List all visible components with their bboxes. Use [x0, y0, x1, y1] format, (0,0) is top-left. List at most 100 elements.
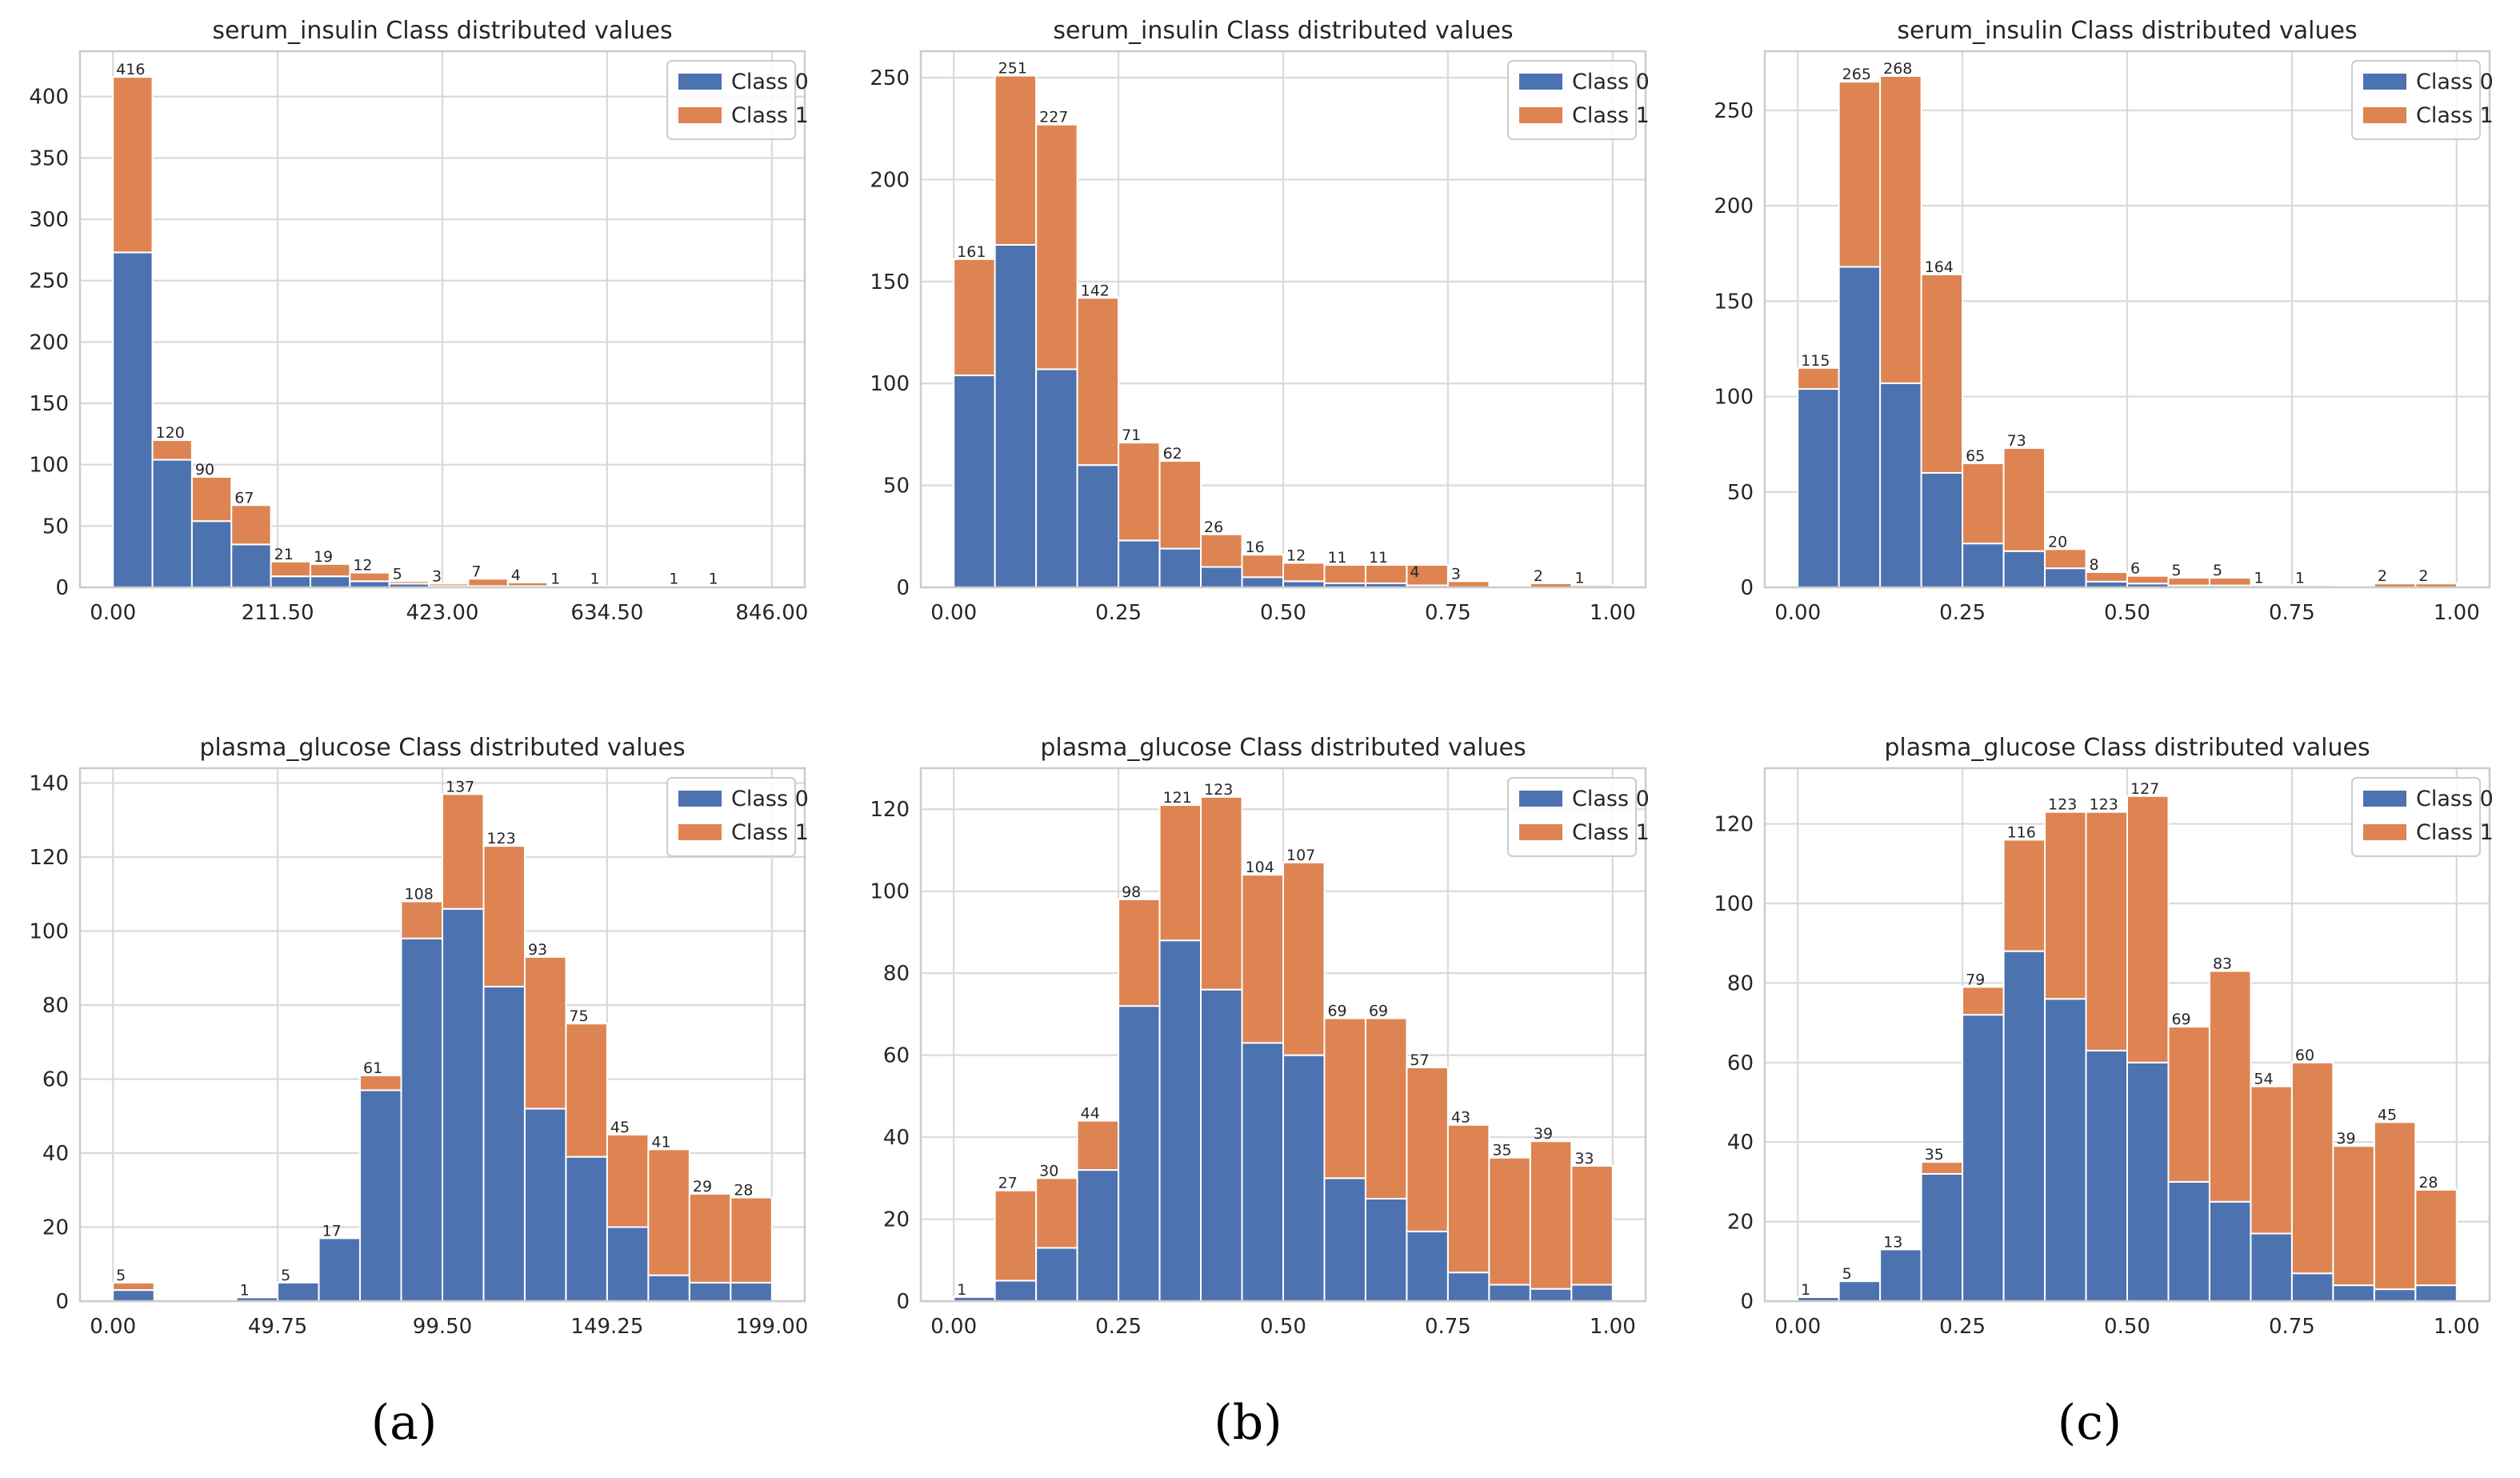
- y-tick-label: 20: [42, 1216, 69, 1240]
- bar-class0: [1241, 1042, 1284, 1302]
- bar-total-label: 1: [709, 570, 718, 587]
- bar-class0: [606, 1226, 650, 1302]
- chart-panel-1: 416 120 90 67 21 19 12 5 3 7 4 1 1 1 1 0.00 211.50 423.00…: [29, 17, 808, 625]
- y-tick-label: 350: [29, 146, 69, 170]
- bar-class1: [1529, 1140, 1573, 1290]
- bar-total-label: 11: [1327, 549, 1346, 567]
- y-tick-label: 150: [870, 270, 910, 294]
- x-tick-label: 0.25: [1095, 601, 1142, 625]
- bar-total-label: 28: [734, 1182, 753, 1200]
- bar-class1: [2332, 1145, 2375, 1287]
- bar-total-label: 123: [2048, 796, 2077, 814]
- bar-class0: [1323, 1177, 1366, 1303]
- bar-class0: [1241, 576, 1284, 588]
- bar-class1: [2085, 811, 2128, 1051]
- bar-class1: [1158, 804, 1202, 942]
- bar-total-label: 67: [234, 489, 254, 507]
- bar-class0: [2002, 950, 2046, 1302]
- legend-swatch: [2363, 791, 2406, 807]
- bar-total-label: 1: [1801, 1281, 1810, 1299]
- y-tick-label: 200: [1714, 194, 1754, 218]
- x-tick-label: 1.00: [2434, 1315, 2480, 1339]
- plot-frame: [78, 767, 806, 1303]
- bar-class1: [523, 955, 567, 1110]
- legend-swatch: [2363, 74, 2406, 90]
- bar-total-label: 115: [1801, 352, 1830, 370]
- legend-label: Class 0: [1572, 787, 1650, 811]
- y-tick-label: 20: [1727, 1211, 1754, 1235]
- legend-swatch: [2363, 824, 2406, 840]
- bar-total-label: 65: [1966, 447, 1985, 465]
- x-tick-label: 0.25: [1939, 601, 1986, 625]
- y-tick-label: 60: [42, 1068, 69, 1092]
- bar-total-label: 1: [957, 1281, 966, 1299]
- y-tick-label: 120: [29, 846, 69, 870]
- bar-class0: [359, 1089, 402, 1302]
- subfigure-label-a: (a): [371, 1395, 438, 1451]
- bar-total-label: 5: [116, 1267, 126, 1284]
- bar-total-label: 30: [1039, 1162, 1058, 1180]
- bar-class1: [730, 1196, 773, 1284]
- x-tick-label: 99.50: [413, 1315, 472, 1339]
- y-tick-label: 20: [883, 1208, 910, 1232]
- bar-total-label: 4: [1410, 563, 1419, 581]
- bar-total-label: 1: [2295, 570, 2305, 587]
- legend-swatch: [1519, 74, 1562, 90]
- y-tick-label: 250: [29, 270, 69, 294]
- subfigure-label-c: (c): [2058, 1395, 2122, 1451]
- bar-class1: [506, 581, 549, 587]
- y-tick-label: 40: [42, 1142, 69, 1166]
- bar-class1: [1076, 1120, 1120, 1172]
- bar-class1: [1920, 1161, 1964, 1175]
- chart-panel-6: 1 5 13 35 79 116 123 123 127 69 83 54 60 39 45 28 0.00 0.…: [1714, 734, 2493, 1339]
- y-tick-label: 100: [1714, 892, 1754, 916]
- legend-swatch: [678, 74, 722, 90]
- bar-class1: [112, 76, 154, 254]
- legend-label: Class 0: [1572, 70, 1650, 94]
- bar-total-label: 17: [322, 1222, 342, 1240]
- bar-total-label: 69: [1327, 1003, 1346, 1020]
- bar-class1: [647, 1148, 690, 1276]
- bar-class1: [1488, 1156, 1531, 1286]
- bar-class1: [2044, 811, 2087, 1000]
- bar-total-label: 69: [1369, 1003, 1388, 1020]
- bar-class0: [1200, 566, 1243, 589]
- bar-class0: [994, 244, 1038, 588]
- bar-total-label: 73: [2007, 432, 2026, 450]
- bar-class0: [1118, 539, 1161, 589]
- legend-swatch: [678, 107, 722, 123]
- bar-class0: [1962, 1014, 2005, 1303]
- bar-total-label: 13: [1883, 1233, 1902, 1251]
- bar-total-label: 7: [471, 563, 481, 580]
- bar-total-label: 3: [1451, 565, 1461, 583]
- bar-class1: [1446, 1124, 1490, 1274]
- x-tick-label: 0.25: [1939, 1315, 1986, 1339]
- bar-class1: [482, 845, 526, 987]
- y-tick-label: 120: [870, 798, 910, 822]
- bar-total-label: 108: [405, 886, 434, 903]
- bar-class1: [2373, 1121, 2417, 1291]
- bar-total-label: 2: [1534, 567, 1543, 585]
- x-tick-label: 1.00: [1590, 1315, 1636, 1339]
- bar-class0: [1158, 939, 1202, 1302]
- bar-class0: [318, 1237, 362, 1302]
- bar-class0: [1488, 1284, 1531, 1302]
- bar-class0: [1879, 1248, 1922, 1302]
- bar-total-label: 39: [1534, 1125, 1553, 1143]
- x-tick-label: 0.00: [90, 601, 136, 625]
- bar-total-label: 5: [2171, 562, 2181, 579]
- bar-class1: [1200, 795, 1243, 991]
- legend-label: Class 0: [2416, 70, 2494, 94]
- bar-class0: [1035, 368, 1078, 588]
- legend-label: Class 1: [1572, 103, 1650, 128]
- x-tick-label: 199.00: [735, 1315, 808, 1339]
- y-tick-label: 50: [1727, 481, 1754, 505]
- bar-class0: [1118, 1005, 1161, 1302]
- bar-total-label: 137: [446, 778, 474, 795]
- bar-class0: [1797, 388, 1840, 588]
- bar-class0: [1920, 1172, 1964, 1302]
- y-tick-label: 150: [1714, 290, 1754, 314]
- chart-panel-5: 1 27 30 44 98 121 123 104 107 69 69 57 43 35 39 33 0.00 0…: [870, 734, 1649, 1339]
- bar-class0: [1158, 547, 1202, 589]
- bar-total-label: 123: [2090, 796, 2118, 814]
